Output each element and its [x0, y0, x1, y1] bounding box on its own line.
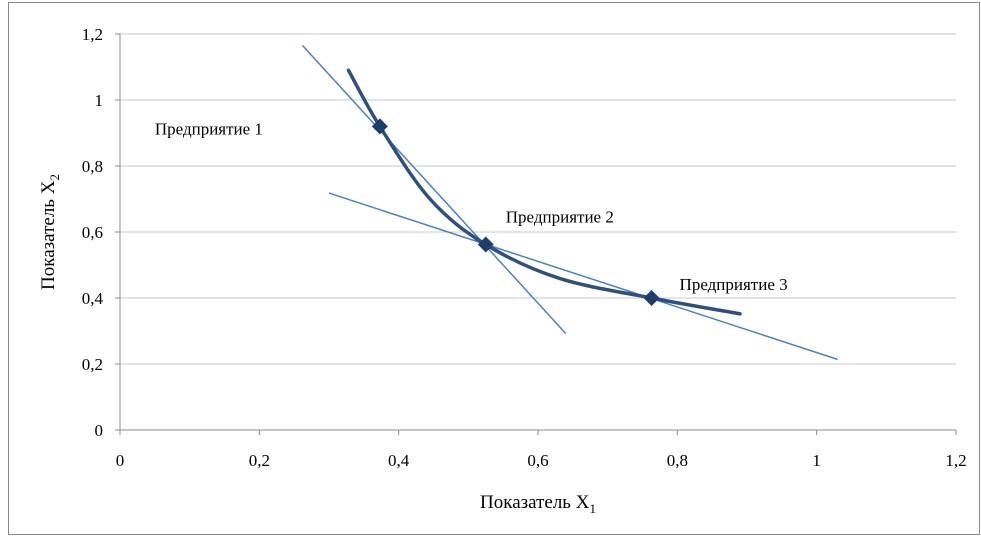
- x-tick-label: 0,4: [388, 451, 410, 470]
- y-tick-label: 0,8: [82, 157, 103, 176]
- point-label: Предприятие 1: [155, 119, 263, 138]
- y-tick-label: 0: [95, 421, 104, 440]
- data-point-marker: [477, 236, 494, 253]
- x-tick-label: 1: [812, 451, 821, 470]
- x-tick-label: 0: [116, 451, 125, 470]
- point-label: Предприятие 2: [506, 208, 614, 227]
- x-tick-label: 1,2: [945, 451, 966, 470]
- x-tick-label: 0,8: [667, 451, 688, 470]
- y-tick-label: 1,2: [82, 25, 103, 44]
- data-point-marker: [643, 290, 660, 306]
- y-tick-label: 0,6: [82, 223, 103, 242]
- x-axis-title: Показатель X1: [480, 492, 596, 516]
- tangent-line: [301, 45, 567, 335]
- y-axis-title: Показатель X2: [38, 174, 62, 290]
- line-layer: [301, 45, 838, 361]
- x-tick-label: 0,6: [527, 451, 548, 470]
- y-tick-label: 0,4: [82, 289, 104, 308]
- marker-layer: [371, 118, 660, 306]
- y-tick-label: 1: [95, 91, 104, 110]
- chart-frame: [8, 2, 980, 535]
- grid-layer: [120, 33, 956, 365]
- data-point-marker: [371, 118, 388, 135]
- label-layer: Предприятие 1 Предприятие 2 Предприятие 3: [155, 119, 788, 294]
- point-label: Предприятие 3: [680, 275, 788, 294]
- x-tick-label: 0,2: [249, 451, 270, 470]
- tangent-line: [328, 192, 838, 361]
- axis-layer: 0 0,2 0,4 0,6 0,8 1 1,2 0 0,2 0,4 0,6 0,8 1 1,2: [82, 25, 967, 470]
- y-tick-label: 0,2: [82, 355, 103, 374]
